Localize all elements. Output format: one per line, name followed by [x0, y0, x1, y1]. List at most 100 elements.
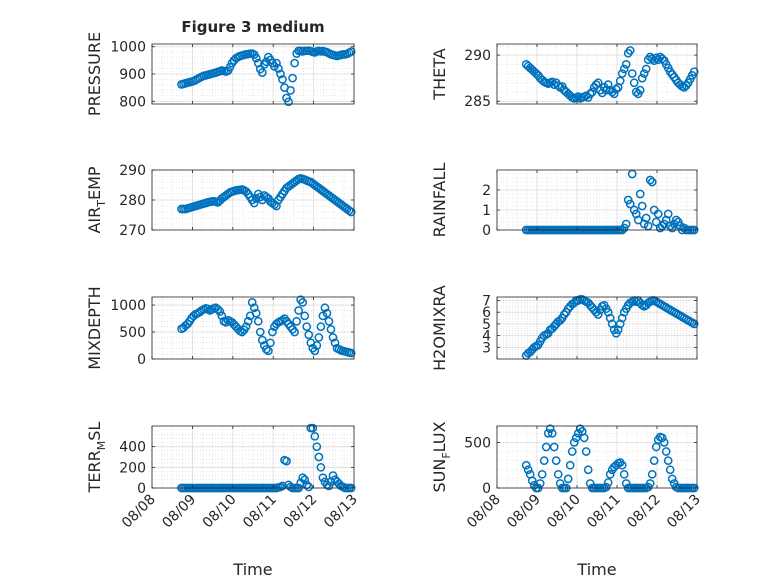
y-tick-label: 1 [482, 203, 491, 219]
data-point [225, 62, 235, 72]
data-point [617, 69, 627, 78]
data-point [559, 310, 569, 319]
subplot-8: 0 500 08/08 08/09 08/10 08/11 08/12 08/13 Time SU… [430, 421, 704, 579]
axes-box [151, 296, 355, 360]
data-point [251, 308, 261, 318]
data-point [633, 215, 643, 225]
data-point [324, 316, 334, 326]
data-point [316, 462, 326, 472]
data-point [300, 475, 310, 485]
data-point [268, 327, 277, 337]
axes-box [496, 169, 698, 231]
x-tick-label: 08/09 [504, 492, 544, 532]
data-point [649, 456, 659, 465]
y-tick-label: 900 [119, 67, 146, 83]
y-tick-label: 3 [482, 340, 491, 356]
y-tick-label: 800 [119, 94, 146, 110]
data-series [521, 46, 699, 103]
data-point [667, 474, 677, 484]
data-point [565, 460, 575, 470]
data-point [286, 86, 295, 95]
data-point [663, 456, 673, 465]
x-tick-label: 08/10 [200, 492, 240, 532]
data-point [278, 75, 287, 84]
data-point [251, 194, 261, 203]
data-point [543, 428, 553, 438]
data-point [537, 469, 547, 479]
data-point [290, 327, 299, 337]
data-point [567, 447, 577, 456]
data-point [627, 69, 637, 78]
axes-box [151, 425, 355, 489]
y-tick-label: 1000 [110, 40, 146, 56]
data-point [617, 460, 627, 470]
data-point [310, 346, 320, 356]
data-point [298, 298, 308, 307]
data-point [637, 73, 647, 83]
data-point [249, 303, 259, 313]
y-tick-label: 200 [119, 460, 146, 476]
data-point [217, 311, 227, 321]
data-point [300, 311, 310, 321]
data-point [316, 322, 326, 332]
data-point [547, 428, 557, 438]
data-point [641, 64, 651, 74]
data-point [563, 474, 573, 484]
data-point [298, 473, 308, 483]
data-series [177, 46, 356, 107]
y-axis-label: MIXDEPTH [85, 286, 104, 369]
y-axis-label: THETA [430, 48, 449, 100]
data-point [581, 91, 591, 101]
axes-box [496, 296, 698, 360]
data-point [647, 177, 657, 187]
data-point [282, 456, 291, 466]
data-point [304, 482, 314, 492]
data-point [346, 348, 356, 358]
data-point [215, 307, 225, 316]
y-tick-label: 500 [119, 325, 146, 341]
data-point [312, 442, 322, 452]
data-point [308, 423, 318, 433]
x-tick-label: 08/13 [321, 492, 361, 532]
data-point [257, 335, 267, 345]
data-point [615, 319, 625, 329]
data-point [521, 460, 531, 470]
data-point [625, 46, 635, 55]
data-point [663, 209, 673, 219]
subplot-2: 285 290 THETA [430, 43, 699, 110]
x-tick-label: 08/09 [159, 492, 199, 532]
data-point [607, 319, 617, 329]
x-tick-label: 08/08 [464, 492, 504, 532]
data-point [318, 473, 328, 483]
data-point [284, 97, 293, 107]
data-point [593, 310, 603, 319]
data-point [657, 433, 667, 443]
data-point [241, 187, 251, 196]
data-point [631, 87, 641, 97]
data-point [581, 447, 591, 456]
y-tick-label: 290 [464, 48, 491, 64]
data-point [346, 47, 356, 56]
data-point [659, 438, 669, 447]
y-tick-label: 6 [482, 305, 491, 321]
data-point [619, 469, 629, 479]
y-tick-label: 2 [482, 183, 491, 199]
x-axis-label: Time [232, 560, 272, 579]
y-tick-label: 500 [464, 435, 491, 451]
data-point [605, 313, 615, 323]
data-point [617, 313, 627, 323]
data-point [541, 442, 551, 452]
data-point [587, 87, 597, 97]
data-point [637, 201, 647, 211]
data-point [635, 85, 645, 95]
data-point [569, 438, 579, 447]
data-point [304, 330, 314, 340]
data-series [177, 174, 356, 217]
data-point [549, 442, 559, 452]
data-point [322, 308, 332, 318]
y-tick-label: 5 [482, 317, 491, 333]
y-tick-label: 7 [482, 294, 491, 310]
data-point [643, 221, 653, 231]
data-point [605, 469, 615, 479]
data-point [257, 68, 267, 77]
